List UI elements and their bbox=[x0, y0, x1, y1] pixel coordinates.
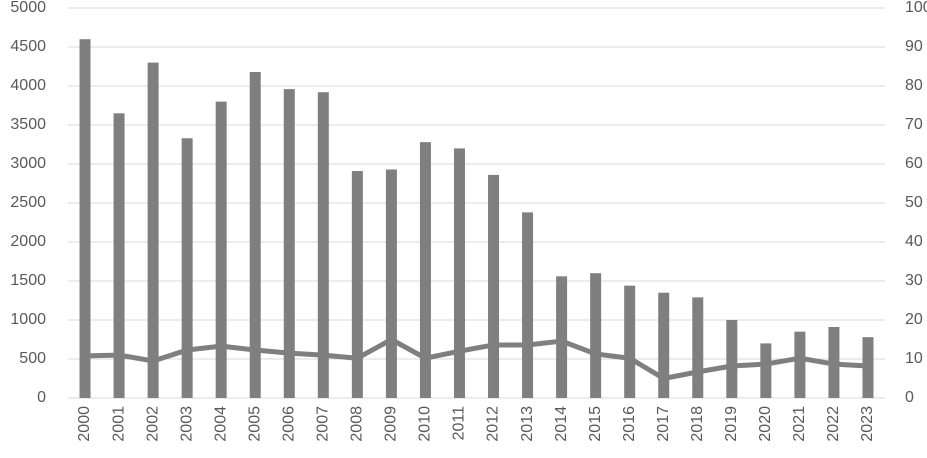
y2-tick-label: 60 bbox=[905, 155, 923, 172]
x-tick-label: 2003 bbox=[178, 406, 195, 442]
y-tick-label: 3500 bbox=[10, 116, 46, 133]
bar bbox=[760, 343, 772, 398]
x-tick-label: 2019 bbox=[723, 406, 740, 442]
bar bbox=[147, 62, 159, 398]
y2-tick-label: 100 bbox=[905, 0, 927, 16]
line-marker bbox=[454, 346, 465, 357]
line-marker bbox=[658, 373, 669, 384]
bar bbox=[317, 92, 329, 399]
x-tick-label: 2011 bbox=[451, 406, 468, 441]
bar bbox=[624, 285, 636, 398]
line-marker bbox=[148, 355, 159, 366]
bar bbox=[488, 174, 500, 398]
y-tick-label: 2000 bbox=[10, 233, 46, 250]
x-tick-label: 2014 bbox=[553, 406, 570, 442]
y2-tick-label: 20 bbox=[905, 311, 923, 328]
x-tick-label: 2020 bbox=[757, 406, 774, 442]
x-tick-label: 2002 bbox=[144, 406, 161, 442]
line-marker bbox=[80, 350, 91, 361]
line-marker bbox=[522, 339, 533, 350]
x-tick-label: 2012 bbox=[485, 406, 502, 442]
y-tick-label: 0 bbox=[37, 389, 46, 406]
bar bbox=[113, 113, 125, 399]
line-marker bbox=[760, 359, 771, 370]
x-tick-label: 2007 bbox=[315, 406, 332, 442]
y-tick-label: 2500 bbox=[10, 194, 46, 211]
line-marker bbox=[182, 345, 193, 356]
line-marker bbox=[318, 350, 329, 361]
line bbox=[84, 337, 869, 381]
y-tick-label: 4500 bbox=[10, 38, 46, 55]
line-marker bbox=[420, 353, 431, 364]
bar bbox=[692, 297, 704, 398]
bar bbox=[522, 212, 534, 398]
line-marker bbox=[284, 348, 295, 359]
bar bbox=[351, 171, 363, 398]
y2-tick-label: 40 bbox=[905, 233, 923, 250]
x-tick-label: 2023 bbox=[859, 406, 876, 442]
x-tick-label: 2022 bbox=[825, 406, 842, 442]
line-marker bbox=[386, 334, 397, 345]
line-marker bbox=[862, 361, 873, 372]
bar bbox=[658, 292, 670, 398]
y-tick-label: 5000 bbox=[10, 0, 46, 16]
x-tick-label: 2013 bbox=[519, 406, 536, 442]
bar bbox=[590, 273, 602, 398]
y2-tick-label: 70 bbox=[905, 116, 923, 133]
x-tick-label: 2017 bbox=[655, 406, 672, 442]
x-tick-label: 2016 bbox=[621, 406, 638, 442]
bar bbox=[283, 89, 295, 399]
bar bbox=[726, 320, 738, 398]
x-tick-label: 2015 bbox=[587, 406, 604, 442]
line-marker bbox=[590, 348, 601, 359]
y2-tick-label: 90 bbox=[905, 38, 923, 55]
bar bbox=[249, 71, 261, 399]
line-marker bbox=[114, 350, 125, 361]
x-tick-label: 2010 bbox=[417, 406, 434, 442]
bar bbox=[453, 148, 465, 398]
x-tick-label: 2009 bbox=[383, 406, 400, 442]
y-tick-label: 500 bbox=[19, 350, 46, 367]
bar bbox=[181, 138, 193, 398]
x-tick-label: 2018 bbox=[689, 406, 706, 442]
line-marker bbox=[488, 339, 499, 350]
line-marker bbox=[726, 361, 737, 372]
y-tick-label: 1500 bbox=[10, 272, 46, 289]
x-tick-label: 2005 bbox=[246, 406, 263, 442]
y-tick-label: 1000 bbox=[10, 311, 46, 328]
bar bbox=[215, 101, 227, 398]
y-tick-label: 4000 bbox=[10, 77, 46, 94]
line-marker bbox=[216, 341, 227, 352]
x-tick-label: 2004 bbox=[212, 406, 229, 442]
line-marker bbox=[692, 366, 703, 377]
line-marker bbox=[352, 353, 363, 364]
y2-tick-label: 30 bbox=[905, 272, 923, 289]
bar bbox=[79, 39, 91, 398]
line-marker bbox=[624, 353, 635, 364]
x-tick-label: 2021 bbox=[791, 406, 808, 442]
x-tick-label: 2001 bbox=[110, 406, 127, 442]
y2-tick-label: 50 bbox=[905, 194, 923, 211]
y2-tick-label: 80 bbox=[905, 77, 923, 94]
line-marker bbox=[828, 359, 839, 370]
y-tick-label: 3000 bbox=[10, 155, 46, 172]
x-tick-label: 2006 bbox=[280, 406, 297, 442]
x-tick-label: 2008 bbox=[349, 406, 366, 442]
x-tick-label: 2000 bbox=[76, 406, 93, 442]
bar bbox=[794, 331, 806, 398]
line-marker bbox=[794, 353, 805, 364]
y2-tick-label: 0 bbox=[905, 389, 914, 406]
bar bbox=[385, 169, 397, 398]
bar bbox=[419, 142, 431, 398]
line-marker bbox=[556, 336, 567, 347]
y2-tick-label: 10 bbox=[905, 350, 923, 367]
line-marker bbox=[250, 345, 261, 356]
